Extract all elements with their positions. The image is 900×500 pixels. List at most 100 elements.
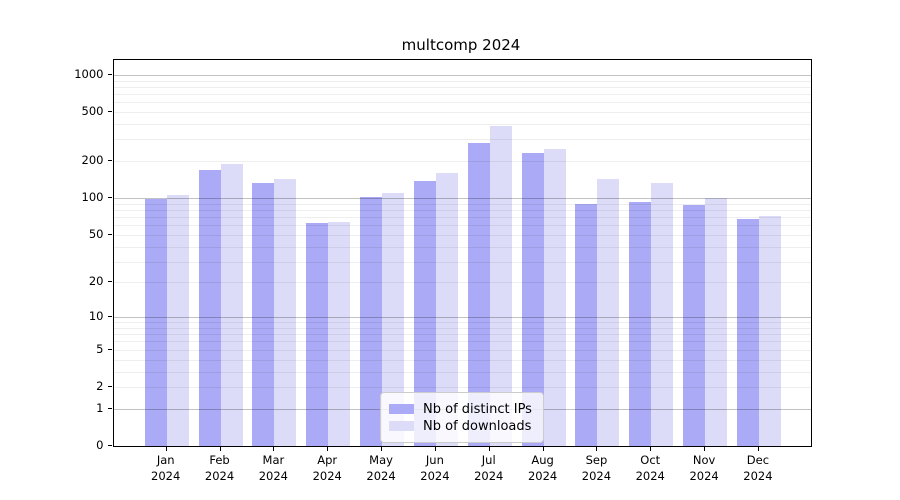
x-tick-mark	[381, 447, 383, 451]
x-tick-mark	[704, 447, 706, 451]
x-tick-mark	[219, 447, 221, 451]
legend-label: Nb of distinct IPs	[423, 401, 532, 417]
y-tick-label: 0	[96, 438, 104, 452]
gridline	[113, 322, 811, 324]
x-tick-label: Jan 2024	[151, 453, 181, 483]
legend-label: Nb of downloads	[423, 418, 532, 434]
gridline	[113, 225, 811, 227]
y-tick-mark	[107, 316, 112, 318]
x-tick-mark	[434, 447, 436, 451]
x-tick-mark	[327, 447, 329, 451]
gridline	[113, 327, 811, 329]
y-tick-mark	[107, 197, 112, 199]
gridline	[113, 94, 811, 96]
gridline	[113, 161, 811, 163]
bar-distinct-ips	[575, 204, 598, 446]
gridline	[113, 80, 811, 82]
y-tick-mark	[107, 407, 112, 409]
bar-distinct-ips	[306, 223, 329, 446]
x-tick-label: Apr 2024	[312, 453, 342, 483]
bar-downloads	[382, 193, 405, 446]
x-tick-label: Sep 2024	[581, 453, 612, 483]
gridline	[113, 86, 811, 88]
legend-entry: Nb of distinct IPs	[389, 401, 532, 417]
legend-swatch-downloads	[389, 421, 414, 431]
y-tick-mark	[107, 233, 112, 235]
bar-downloads	[597, 179, 620, 446]
gridline	[113, 74, 811, 76]
gridline	[113, 317, 811, 319]
x-tick-mark	[488, 447, 490, 451]
chart-title: multcomp 2024	[401, 36, 521, 54]
x-tick-label: Nov 2024	[689, 453, 719, 483]
x-tick-label: May 2024	[366, 453, 396, 483]
gridline	[113, 282, 811, 284]
gridline	[113, 246, 811, 248]
bar-distinct-ips	[252, 182, 275, 446]
gridline	[113, 217, 811, 219]
y-tick-label: 500	[81, 104, 104, 119]
y-tick-label: 1	[96, 400, 104, 415]
bar-distinct-ips	[144, 198, 167, 446]
y-tick-mark	[107, 385, 112, 387]
bar-downloads	[705, 198, 728, 446]
y-tick-label: 100	[81, 190, 104, 205]
bar-distinct-ips	[413, 180, 436, 446]
gridline	[113, 261, 811, 263]
gridline	[113, 102, 811, 104]
bar-downloads	[758, 215, 781, 446]
y-tick-label: 10	[88, 309, 104, 324]
bar-distinct-ips	[683, 204, 706, 446]
gridline	[113, 341, 811, 343]
y-tick-label: 50	[88, 226, 104, 241]
gridline	[113, 203, 811, 205]
y-tick-label: 200	[81, 153, 104, 168]
bar-distinct-ips	[521, 152, 544, 446]
plot-area	[112, 59, 812, 447]
bar-downloads	[274, 179, 297, 446]
x-tick-mark	[165, 447, 167, 451]
x-tick-label: Jun 2024	[420, 453, 450, 483]
gridline	[113, 359, 811, 361]
gridline	[113, 386, 811, 388]
bar-downloads	[651, 182, 674, 446]
x-tick-label: Aug 2024	[527, 453, 558, 483]
gridline	[113, 349, 811, 351]
y-tick-mark	[107, 73, 112, 75]
x-tick-label: Oct 2024	[635, 453, 665, 483]
x-tick-mark	[273, 447, 275, 451]
bar-distinct-ips	[360, 197, 383, 446]
gridline	[113, 234, 811, 236]
x-tick-mark	[757, 447, 759, 451]
bar-downloads	[166, 195, 189, 446]
legend-swatch-distinct-ips	[389, 404, 414, 414]
x-tick-mark	[596, 447, 598, 451]
y-tick-mark	[107, 281, 112, 283]
bar-distinct-ips	[736, 218, 759, 446]
legend-entry: Nb of downloads	[389, 418, 532, 434]
legend: Nb of distinct IPs Nb of downloads	[380, 392, 544, 443]
gridline	[113, 124, 811, 126]
x-tick-label: Dec 2024	[743, 453, 773, 483]
x-tick-mark	[650, 447, 652, 451]
y-tick-mark	[107, 111, 112, 113]
bar-downloads	[220, 163, 243, 446]
gridline	[113, 198, 811, 200]
bar-distinct-ips	[198, 169, 221, 446]
x-tick-label: Feb 2024	[204, 453, 235, 483]
bar-downloads	[489, 126, 512, 446]
x-tick-mark	[542, 447, 544, 451]
y-tick-label: 20	[88, 274, 104, 289]
gridline	[113, 112, 811, 114]
y-tick-mark	[107, 445, 112, 446]
y-tick-label: 2	[96, 378, 104, 393]
gridline	[113, 209, 811, 211]
gridline	[113, 139, 811, 141]
gridline	[113, 334, 811, 336]
x-tick-label: Mar 2024	[258, 453, 289, 483]
bar-distinct-ips	[629, 201, 652, 446]
bar-downloads	[328, 221, 351, 446]
x-tick-label: Jul 2024	[474, 453, 504, 483]
y-tick-mark	[107, 160, 112, 162]
